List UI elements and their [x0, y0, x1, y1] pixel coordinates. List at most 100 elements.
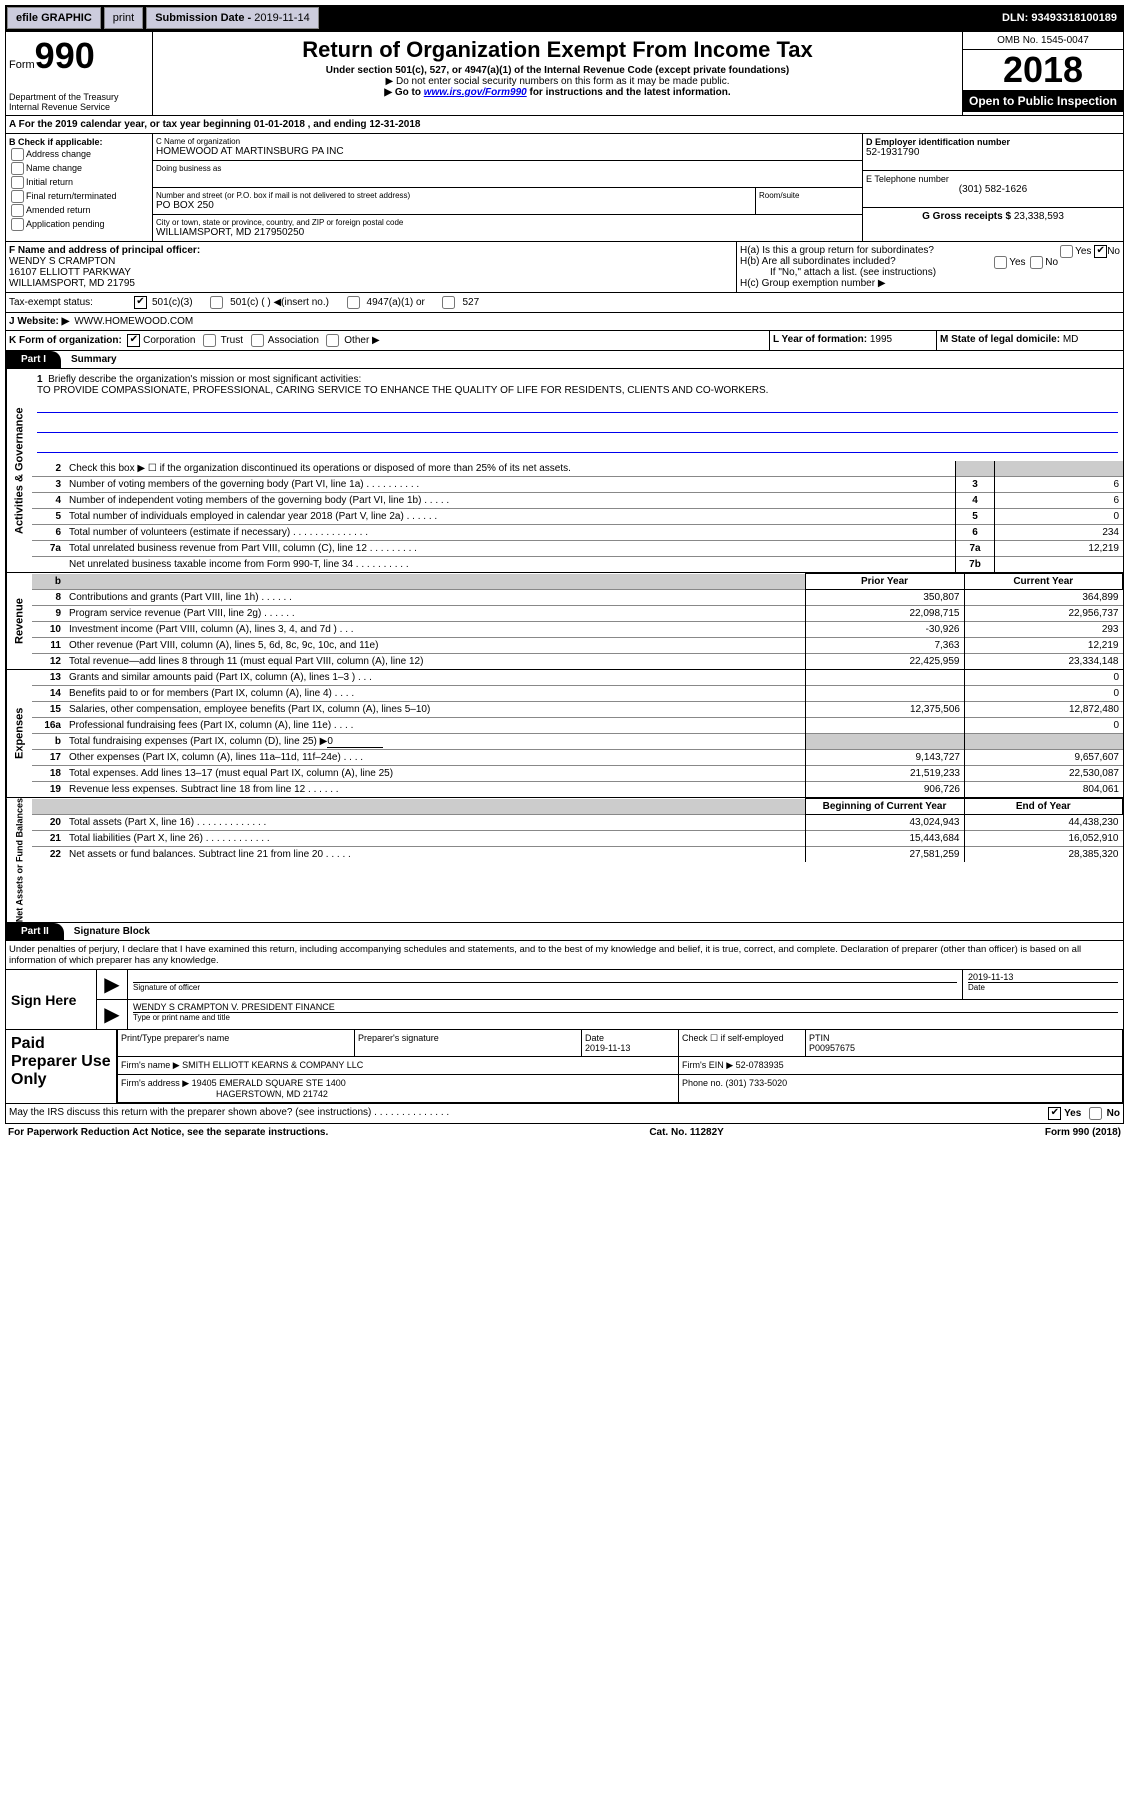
discuss-yes[interactable]	[1048, 1107, 1061, 1120]
officer-addr2: WILLIAMSPORT, MD 21795	[9, 278, 135, 289]
city-label: City or town, state or province, country…	[156, 218, 859, 227]
hc-exemption: H(c) Group exemption number ▶	[740, 278, 1120, 289]
form-title: Return of Organization Exempt From Incom…	[156, 37, 959, 63]
paid-preparer-label: Paid Preparer Use Only	[6, 1030, 117, 1103]
hb-yes[interactable]	[994, 256, 1007, 269]
ssn-warning: ▶ Do not enter social security numbers o…	[156, 76, 959, 87]
sign-here-label: Sign Here	[6, 970, 97, 1029]
phone-label: E Telephone number	[866, 174, 1120, 184]
cb-final-return[interactable]: Final return/terminated	[9, 190, 149, 203]
discuss-no[interactable]	[1089, 1107, 1102, 1120]
firm-ein-label: Firm's EIN ▶	[682, 1060, 736, 1070]
prep-self-emp: Check ☐ if self-employed	[679, 1030, 806, 1057]
side-expenses: Expenses	[6, 670, 32, 797]
website-value: WWW.HOMEWOOD.COM	[74, 316, 193, 327]
irs-link[interactable]: www.irs.gov/Form990	[424, 87, 527, 98]
firm-phone: (301) 733-5020	[726, 1078, 788, 1088]
v6: 234	[995, 525, 1124, 541]
cb-501c3[interactable]	[134, 296, 147, 309]
q4: Number of independent voting members of …	[65, 493, 956, 509]
v7a: 12,219	[995, 541, 1124, 557]
q2: Check this box ▶ ☐ if the organization d…	[65, 461, 956, 477]
prep-sig-hdr: Preparer's signature	[355, 1030, 582, 1057]
perjury-declaration: Under penalties of perjury, I declare th…	[5, 941, 1124, 970]
cb-other[interactable]	[326, 334, 339, 347]
v5: 0	[995, 509, 1124, 525]
print-btn[interactable]: print	[104, 7, 143, 29]
q3: Number of voting members of the governin…	[65, 477, 956, 493]
sig-date-label: Date	[968, 982, 1118, 992]
cb-assoc[interactable]	[251, 334, 264, 347]
form-org-label: K Form of organization:	[9, 335, 122, 346]
year-formation: 1995	[870, 334, 892, 345]
street-address: PO BOX 250	[156, 200, 752, 211]
prep-name-hdr: Print/Type preparer's name	[118, 1030, 355, 1057]
firm-addr2: HAGERSTOWN, MD 21742	[121, 1089, 328, 1099]
part2-tab: Part II	[6, 923, 64, 940]
firm-phone-label: Phone no.	[682, 1078, 726, 1088]
cb-4947[interactable]	[347, 296, 360, 309]
pra-notice: For Paperwork Reduction Act Notice, see …	[8, 1127, 328, 1138]
sig-date: 2019-11-13	[968, 972, 1118, 982]
ptin: P00957675	[809, 1043, 855, 1053]
cb-name-change[interactable]: Name change	[9, 162, 149, 175]
q7a: Total unrelated business revenue from Pa…	[65, 541, 956, 557]
side-netassets: Net Assets or Fund Balances	[6, 798, 32, 922]
officer-label: F Name and address of principal officer:	[9, 245, 200, 256]
submission-date: Submission Date - 2019-11-14	[146, 7, 318, 29]
form-footer: Form 990 (2018)	[1045, 1127, 1121, 1138]
ein-label: D Employer identification number	[866, 137, 1120, 147]
prep-date-hdr: Date	[585, 1033, 604, 1043]
ptin-hdr: PTIN	[809, 1033, 830, 1043]
cb-app-pending[interactable]: Application pending	[9, 218, 149, 231]
section-b-header: B Check if applicable:	[9, 137, 103, 147]
cb-501c[interactable]	[210, 296, 223, 309]
typed-label: Type or print name and title	[133, 1012, 1118, 1022]
room-suite-label: Room/suite	[756, 188, 862, 214]
bcy-hdr: Beginning of Current Year	[805, 799, 964, 815]
cb-trust[interactable]	[203, 334, 216, 347]
part1-tab: Part I	[6, 351, 61, 368]
q7b: Net unrelated business taxable income fr…	[65, 557, 956, 573]
officer-addr1: 16107 ELLIOTT PARKWAY	[9, 267, 131, 278]
cb-amended-return[interactable]: Amended return	[9, 204, 149, 217]
q5: Total number of individuals employed in …	[65, 509, 956, 525]
form-subtitle: Under section 501(c), 527, or 4947(a)(1)…	[156, 65, 959, 76]
sig-officer-label: Signature of officer	[133, 982, 957, 992]
side-revenue: Revenue	[6, 573, 32, 669]
dba-label: Doing business as	[156, 164, 859, 173]
cb-527[interactable]	[442, 296, 455, 309]
q16b: Total fundraising expenses (Part IX, col…	[65, 734, 806, 750]
q11: Other revenue (Part VIII, column (A), li…	[65, 638, 805, 654]
dept-treasury: Department of the Treasury Internal Reve…	[9, 92, 149, 112]
efile-link[interactable]: efile GRAPHIC	[7, 7, 101, 29]
cb-address-change[interactable]: Address change	[9, 148, 149, 161]
ha-no[interactable]	[1094, 245, 1107, 258]
q6: Total number of volunteers (estimate if …	[65, 525, 956, 541]
hb-note: If "No," attach a list. (see instruction…	[740, 267, 1120, 278]
part1-title: Summary	[61, 351, 127, 368]
discuss-preparer: May the IRS discuss this return with the…	[9, 1107, 449, 1120]
q9: Program service revenue (Part VIII, line…	[65, 606, 805, 622]
q18: Total expenses. Add lines 13–17 (must eq…	[65, 766, 806, 782]
q8: Contributions and grants (Part VIII, lin…	[65, 590, 805, 606]
officer-name: WENDY S CRAMPTON	[9, 256, 115, 267]
side-activities: Activities & Governance	[6, 369, 32, 572]
v3: 6	[995, 477, 1124, 493]
firm-addr1: 19405 EMERALD SQUARE STE 1400	[192, 1078, 346, 1088]
part2-title: Signature Block	[64, 923, 160, 940]
hb-no[interactable]	[1030, 256, 1043, 269]
open-to-public: Open to Public Inspection	[963, 90, 1123, 112]
prep-date: 2019-11-13	[585, 1043, 630, 1053]
cb-initial-return[interactable]: Initial return	[9, 176, 149, 189]
firm-ein: 52-0783935	[736, 1060, 784, 1070]
row-a-taxyear: A For the 2019 calendar year, or tax yea…	[5, 116, 1124, 134]
city-state-zip: WILLIAMSPORT, MD 217950250	[156, 227, 859, 238]
ha-yes[interactable]	[1060, 245, 1073, 258]
domicile: MD	[1063, 334, 1079, 345]
p8: 350,807	[805, 590, 964, 606]
cat-no: Cat. No. 11282Y	[649, 1127, 723, 1138]
firm-addr-label: Firm's address ▶	[121, 1078, 192, 1088]
cb-corp[interactable]	[127, 334, 140, 347]
domicile-label: M State of legal domicile:	[940, 334, 1063, 345]
